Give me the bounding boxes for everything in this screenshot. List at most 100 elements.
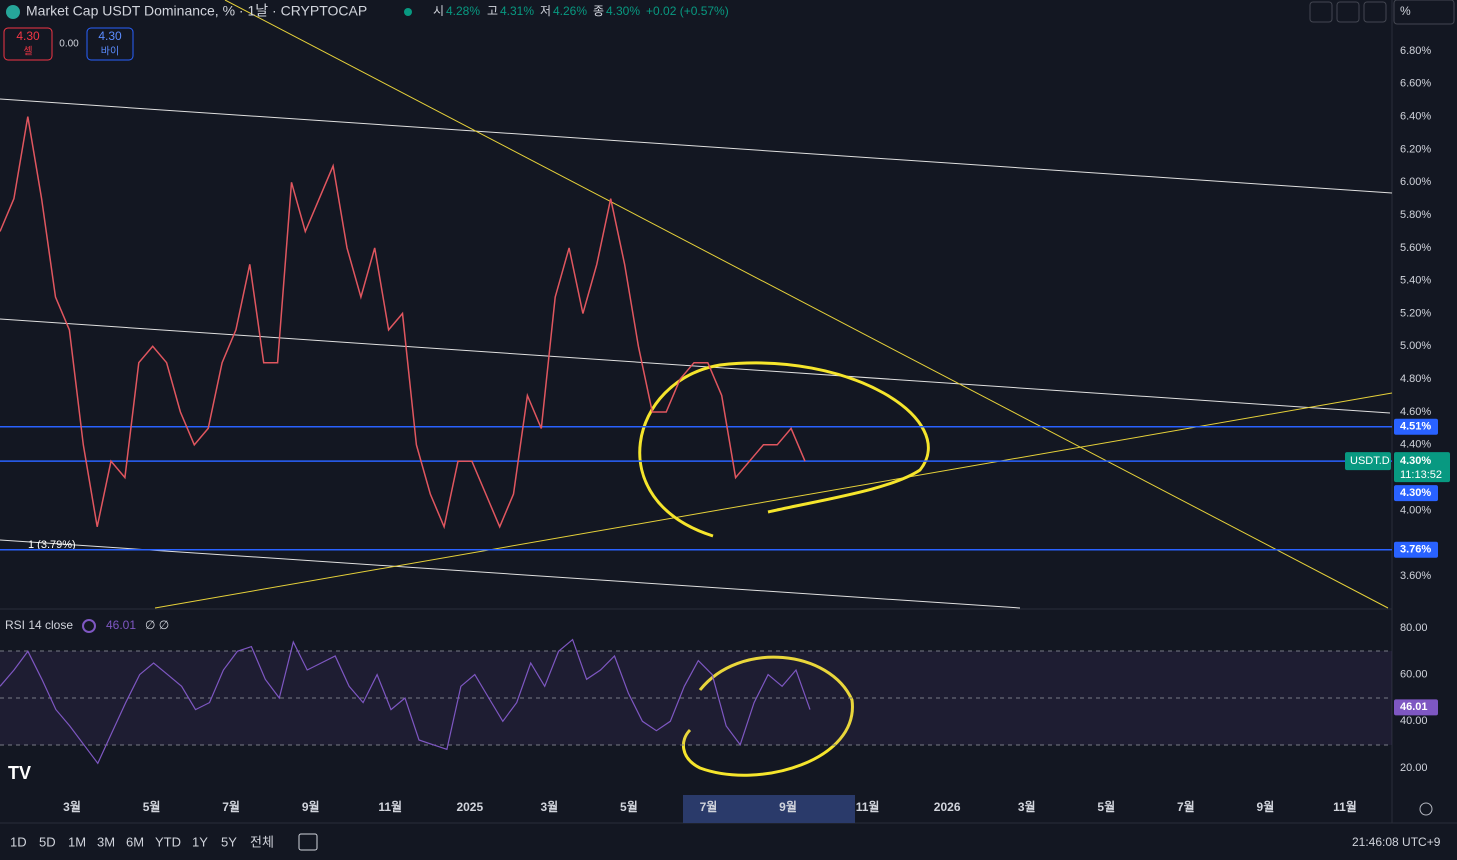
range-button[interactable]: 5Y bbox=[221, 834, 237, 849]
x-tick-label: 3월 bbox=[1018, 799, 1036, 814]
y-tick-label: 4.60% bbox=[1400, 406, 1431, 418]
ohlc-value: 4.28% bbox=[446, 4, 480, 18]
y-tick-label: 4.00% bbox=[1400, 504, 1431, 516]
ohlc-key: 저 bbox=[540, 4, 551, 18]
fib-label: 1 (3.79%) bbox=[28, 539, 76, 551]
y-tick-label: 5.60% bbox=[1400, 242, 1431, 254]
range-button[interactable]: 5D bbox=[39, 834, 56, 849]
x-tick-label: 2026 bbox=[934, 800, 961, 814]
trend-line bbox=[0, 98, 1393, 194]
level-label: 4.51% bbox=[1400, 421, 1431, 433]
reset-button[interactable] bbox=[1363, 1, 1387, 23]
y-tick-label: 5.80% bbox=[1400, 209, 1431, 221]
x-tick-label: 11월 bbox=[856, 799, 880, 814]
x-tick-label: 5월 bbox=[1097, 799, 1115, 814]
annotation-circle bbox=[638, 361, 930, 538]
rsi-icon bbox=[82, 619, 96, 633]
settings-icon[interactable] bbox=[1419, 802, 1433, 816]
ohlc-key: 종 bbox=[593, 4, 604, 18]
range-button[interactable]: 1Y bbox=[192, 834, 208, 849]
date-range-highlight bbox=[683, 795, 855, 823]
y-tick-label: 6.40% bbox=[1400, 111, 1431, 123]
rsi-tick-label: 20.00 bbox=[1400, 762, 1428, 774]
level-tag bbox=[1394, 541, 1438, 558]
buy-label[interactable]: 바이 bbox=[101, 46, 119, 58]
sell-button[interactable] bbox=[3, 27, 53, 61]
ohlc-key: 시 bbox=[433, 4, 444, 18]
y-tick-label: 5.20% bbox=[1400, 307, 1431, 319]
range-button[interactable]: YTD bbox=[155, 834, 181, 849]
x-tick-label: 7월 bbox=[1177, 799, 1195, 814]
blue-label: 4.30% bbox=[1400, 487, 1431, 499]
y-tick-label: 6.60% bbox=[1400, 78, 1431, 90]
range-button[interactable]: 1D bbox=[10, 834, 27, 849]
buy-price[interactable]: 4.30 bbox=[98, 29, 122, 43]
y-tick-label: 6.00% bbox=[1400, 176, 1431, 188]
scale-label[interactable]: % bbox=[1400, 4, 1411, 18]
logo: TV bbox=[8, 763, 31, 783]
x-tick-label: 7월 bbox=[700, 799, 718, 814]
rsi-tick-label: 80.00 bbox=[1400, 622, 1428, 634]
rsi-last: 46.01 bbox=[1400, 701, 1428, 713]
ohlc-value: 4.30% bbox=[606, 4, 640, 18]
x-tick-label: 3월 bbox=[63, 799, 81, 814]
sell-label[interactable]: 셀 bbox=[23, 46, 32, 58]
footer-bar bbox=[0, 823, 1457, 860]
x-tick-label: 5월 bbox=[620, 799, 638, 814]
x-tick-label: 9월 bbox=[779, 799, 797, 814]
status-dot bbox=[404, 8, 412, 16]
range-button[interactable]: 6M bbox=[126, 834, 144, 849]
annotation-circle bbox=[681, 655, 854, 777]
trend-line bbox=[0, 539, 1021, 609]
x-tick-label: 5월 bbox=[143, 799, 161, 814]
buy-button[interactable] bbox=[86, 27, 134, 61]
rsi-tick-label: 60.00 bbox=[1400, 669, 1428, 681]
trend-line bbox=[224, 0, 1389, 609]
price-line bbox=[0, 116, 806, 530]
level-label: 3.76% bbox=[1400, 544, 1431, 556]
up-button[interactable] bbox=[1309, 1, 1333, 23]
countdown: 11:13:52 bbox=[1400, 469, 1442, 481]
rsi-tag bbox=[1394, 699, 1438, 716]
ohlc-key: 고 bbox=[487, 4, 498, 18]
down-button[interactable] bbox=[1336, 1, 1360, 23]
symbol-tag bbox=[1345, 452, 1391, 471]
y-tick-label: 6.20% bbox=[1400, 143, 1431, 155]
change: +0.02 (+0.57%) bbox=[646, 4, 729, 18]
ohlc-value: 4.31% bbox=[500, 4, 534, 18]
symbol-icon bbox=[6, 5, 20, 19]
last-tag bbox=[1394, 452, 1450, 483]
rsi-title: RSI 14 close bbox=[5, 618, 73, 632]
rsi-value: 46.01 bbox=[106, 618, 136, 632]
y-tick-label: 6.80% bbox=[1400, 45, 1431, 57]
rsi-tick-label: 40.00 bbox=[1400, 715, 1428, 727]
y-tick-label: 5.40% bbox=[1400, 275, 1431, 287]
range-button[interactable]: 1M bbox=[68, 834, 86, 849]
trend-line bbox=[154, 392, 1393, 609]
last-price: 4.30% bbox=[1400, 455, 1431, 467]
sell-price[interactable]: 4.30 bbox=[16, 29, 40, 43]
x-tick-label: 9월 bbox=[302, 799, 320, 814]
y-tick-label: 5.00% bbox=[1400, 340, 1431, 352]
spread: 0.00 bbox=[59, 39, 79, 50]
x-tick-label: 7월 bbox=[222, 799, 240, 814]
x-tick-label: 2025 bbox=[456, 800, 483, 814]
x-tick-label: 9월 bbox=[1257, 799, 1275, 814]
y-tick-label: 4.80% bbox=[1400, 373, 1431, 385]
ohlc-value: 4.26% bbox=[553, 4, 587, 18]
y-tick-label: 3.60% bbox=[1400, 570, 1431, 582]
x-tick-label: 3월 bbox=[541, 799, 559, 814]
blue-tag bbox=[1394, 485, 1438, 502]
drawings bbox=[0, 0, 1393, 777]
level-tag bbox=[1394, 418, 1438, 435]
range-button[interactable]: 3M bbox=[97, 834, 115, 849]
trend-line bbox=[0, 318, 1391, 414]
scale-button[interactable] bbox=[1393, 0, 1455, 25]
x-tick-label: 11월 bbox=[1333, 799, 1357, 814]
range-button[interactable]: 전체 bbox=[250, 834, 274, 849]
rsi-line bbox=[0, 638, 811, 765]
calendar-icon[interactable] bbox=[298, 833, 318, 851]
clock: 21:46:08 UTC+9 bbox=[1352, 835, 1441, 849]
